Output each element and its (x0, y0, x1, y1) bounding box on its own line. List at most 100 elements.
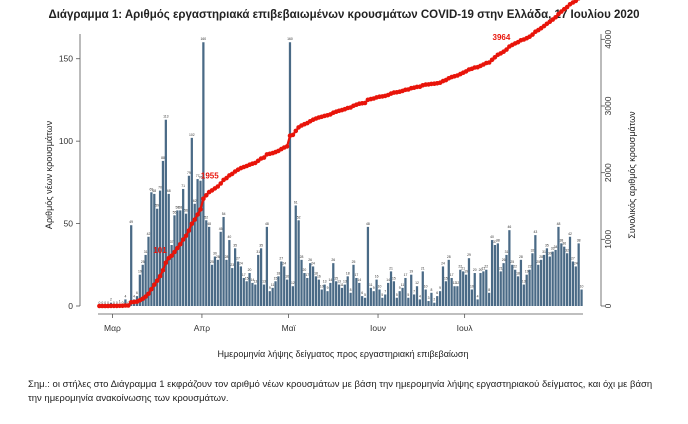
bar-data-label: 24 (239, 261, 243, 265)
bar (577, 243, 580, 306)
bar-data-label: 25 (210, 260, 214, 264)
bar-data-label: 1 (119, 299, 121, 303)
bar (337, 284, 341, 306)
bar (560, 243, 563, 306)
bar (404, 277, 407, 306)
bar-data-label: 7 (384, 289, 386, 293)
bar-data-label: 113 (163, 115, 169, 119)
bar-data-label: 13 (323, 280, 327, 284)
bar-data-label: 28 (216, 255, 220, 259)
bar-data-label: 59 (155, 204, 159, 208)
bar (277, 276, 280, 306)
bar-data-label: 30 (213, 252, 217, 256)
bar (216, 259, 219, 306)
bar (427, 301, 430, 306)
cumulative-point (284, 144, 290, 149)
bar-data-label: 14 (357, 278, 361, 282)
bar (502, 263, 505, 306)
bar-data-label: 88 (161, 156, 165, 160)
y-tick-label: 0 (68, 301, 73, 311)
bar-data-label: 68 (167, 189, 171, 193)
bar (508, 230, 511, 306)
bar-data-label: 38 (577, 238, 581, 242)
bar (303, 273, 306, 306)
bar (392, 281, 396, 306)
bar-data-label: 23 (230, 263, 234, 267)
bar-data-label: 16 (285, 275, 289, 279)
bar (412, 294, 416, 306)
bar-data-label: 24 (282, 261, 286, 265)
bar-data-label: 8 (430, 288, 432, 292)
bar-data-label: 22 (513, 265, 517, 269)
bar (138, 274, 141, 306)
bar-data-label: 26 (502, 258, 506, 262)
y2-axis-label: Συνολικός αριθμός κρουσμάτων (627, 111, 637, 239)
bar-data-label: 55 (173, 210, 177, 214)
bar-data-label: 16 (317, 275, 321, 279)
bar (225, 259, 228, 306)
bar (285, 279, 289, 306)
cumulative-line (97, 0, 581, 309)
bar (534, 235, 537, 306)
bar-data-label: 36 (562, 242, 566, 246)
bar-data-label: 31 (144, 250, 148, 254)
bar-data-label: 4 (124, 294, 126, 298)
bar-data-label: 35 (233, 243, 237, 247)
bar-data-label: 22 (458, 265, 462, 269)
bar-data-label: 35 (545, 243, 549, 247)
bar (528, 269, 531, 306)
bar-data-label: 18 (277, 271, 281, 275)
bar (320, 289, 323, 306)
bar (516, 276, 520, 306)
bar-data-label: 42 (568, 232, 572, 236)
bar-data-label: 28 (519, 255, 523, 259)
bar (381, 297, 384, 306)
x-tick-label: Μαρ (104, 323, 121, 333)
bar (514, 269, 517, 306)
bar-data-label: 9 (399, 286, 401, 290)
bar-data-label: 13 (253, 280, 257, 284)
bar (309, 263, 312, 306)
bar-data-label: 29 (467, 253, 471, 257)
x-tick-label: Απρ (194, 323, 211, 333)
bar (147, 236, 150, 306)
bar (265, 226, 269, 306)
bar-data-label: 32 (565, 248, 569, 252)
annotations: 101 1955 3964 (153, 33, 511, 255)
bar-data-label: 42 (147, 232, 151, 236)
bar (158, 190, 162, 306)
y-axis-label: Αριθμός νέων κρουσμάτων (44, 120, 54, 229)
bar (254, 284, 257, 306)
bar (161, 160, 165, 306)
cumulative-point (553, 14, 558, 20)
bar-data-label: 61 (294, 200, 298, 204)
bar (482, 271, 485, 306)
bar-data-label: 13 (262, 280, 266, 284)
y2-tick-label: 2000 (603, 163, 613, 182)
bar-data-label: 15 (444, 276, 448, 280)
y2-tick-label: 4000 (603, 30, 613, 49)
cumulative-point (149, 286, 154, 292)
bar (332, 263, 335, 306)
bar (537, 264, 540, 306)
bar-data-label: 76 (199, 176, 203, 180)
bar (444, 281, 447, 306)
cumulative-point (169, 253, 174, 258)
bar-data-label: 24 (311, 261, 315, 265)
bar-data-label: 58 (175, 205, 179, 209)
x-tick-label: Ιουν (370, 323, 386, 333)
bar-data-label: 21 (389, 266, 393, 270)
bar (236, 261, 240, 306)
bar (557, 226, 560, 306)
bar-data-label: 14 (251, 278, 255, 282)
bar (433, 302, 436, 306)
bar-data-label: 0 (113, 301, 115, 305)
bar (141, 264, 144, 306)
bar-data-label: 62 (193, 199, 197, 203)
bar (490, 240, 494, 306)
bar-data-label: 68 (152, 189, 156, 193)
bar-data-label: 20 (473, 268, 477, 272)
bar-data-label: 17 (354, 273, 358, 277)
bar-data-label: 38 (496, 238, 500, 242)
